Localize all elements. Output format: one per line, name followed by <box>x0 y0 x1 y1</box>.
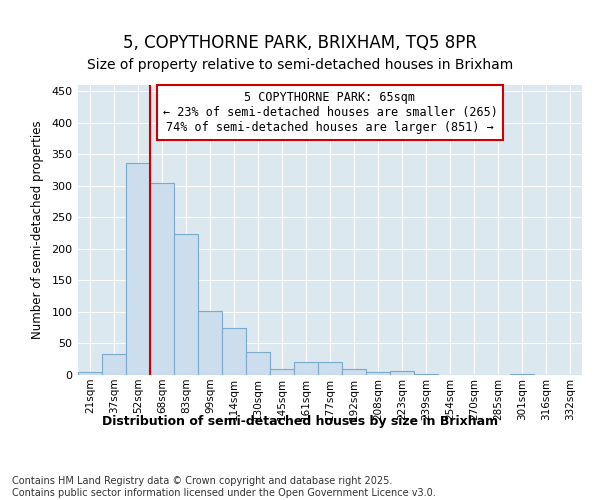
Text: Contains HM Land Registry data © Crown copyright and database right 2025.
Contai: Contains HM Land Registry data © Crown c… <box>12 476 436 498</box>
Bar <box>198 312 222 375</box>
Text: 5, COPYTHORNE PARK, BRIXHAM, TQ5 8PR: 5, COPYTHORNE PARK, BRIXHAM, TQ5 8PR <box>123 34 477 52</box>
Text: 5 COPYTHORNE PARK: 65sqm
← 23% of semi-detached houses are smaller (265)
74% of : 5 COPYTHORNE PARK: 65sqm ← 23% of semi-d… <box>163 91 497 134</box>
Y-axis label: Number of semi-detached properties: Number of semi-detached properties <box>31 120 44 340</box>
Bar <box>270 368 294 375</box>
Bar <box>342 368 366 375</box>
Text: Distribution of semi-detached houses by size in Brixham: Distribution of semi-detached houses by … <box>102 415 498 428</box>
Bar <box>390 370 414 375</box>
Bar <box>102 354 126 375</box>
Bar <box>222 328 246 375</box>
Bar <box>126 163 150 375</box>
Bar <box>510 374 534 375</box>
Bar <box>294 362 318 375</box>
Bar <box>318 362 342 375</box>
Bar <box>78 372 102 375</box>
Bar <box>150 182 174 375</box>
Text: Size of property relative to semi-detached houses in Brixham: Size of property relative to semi-detach… <box>87 58 513 72</box>
Bar <box>366 372 390 375</box>
Bar <box>414 374 438 375</box>
Bar <box>246 352 270 375</box>
Bar <box>174 234 198 375</box>
